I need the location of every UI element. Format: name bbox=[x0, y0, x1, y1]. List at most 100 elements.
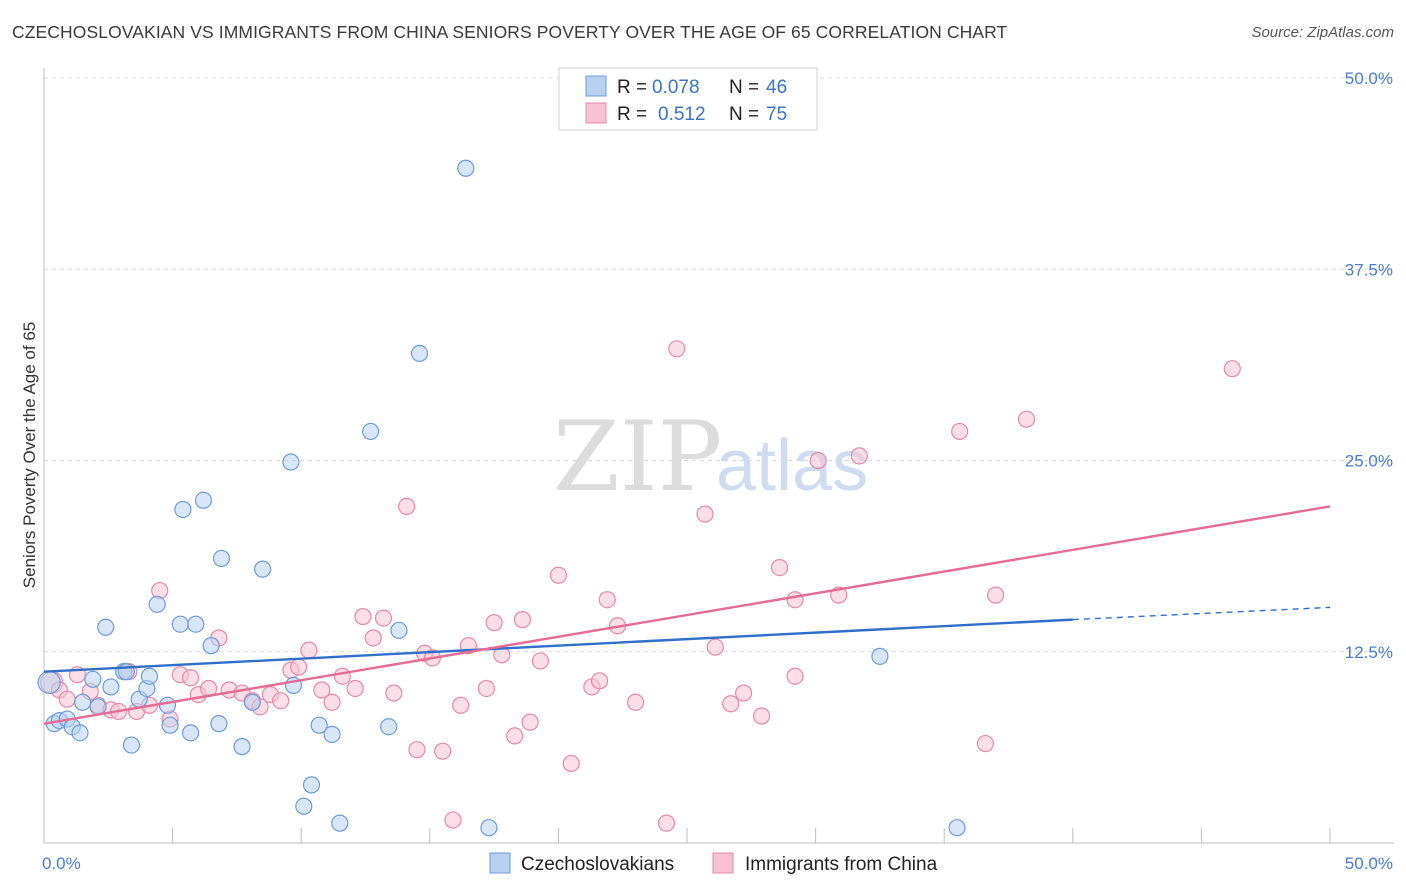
immigrants-china-point bbox=[626, 693, 645, 711]
czechoslovakians-point bbox=[182, 724, 200, 742]
y-axis-label: Seniors Poverty Over the Age of 65 bbox=[20, 322, 39, 588]
czechoslovakians-point bbox=[480, 819, 498, 837]
czechoslovakians-point bbox=[171, 615, 189, 633]
czechoslovakians-point bbox=[202, 637, 220, 655]
x-tick-label: 50.0% bbox=[1345, 854, 1393, 873]
immigrants-china-point bbox=[434, 742, 452, 760]
immigrants-china-point bbox=[696, 505, 714, 523]
czechoslovakians-point bbox=[948, 819, 966, 837]
immigrants-china-point bbox=[752, 707, 771, 725]
immigrants-china-point bbox=[549, 566, 568, 584]
immigrants-china-point bbox=[485, 614, 503, 632]
czechoslovakians-point bbox=[331, 814, 349, 832]
y-tick-label: 12.5% bbox=[1345, 643, 1393, 662]
trend-line-czechoslovakians-extension bbox=[1072, 606, 1331, 621]
czechoslovakians-point bbox=[158, 696, 177, 714]
immigrants-china-point bbox=[513, 611, 531, 629]
series-czechoslovakians-points bbox=[37, 159, 966, 837]
x-tick-labels: 0.0% 50.0% bbox=[42, 854, 1393, 873]
immigrants-china-point bbox=[346, 679, 364, 698]
czechoslovakians-point bbox=[871, 647, 889, 665]
czechoslovakians-point bbox=[323, 725, 341, 743]
immigrants-china-point bbox=[562, 754, 580, 773]
legend-swatch-blue bbox=[585, 75, 607, 97]
immigrants-china-point bbox=[598, 591, 616, 609]
czechoslovakians-point bbox=[254, 560, 272, 578]
immigrants-china-point bbox=[1017, 410, 1036, 428]
immigrants-china-point bbox=[58, 690, 76, 708]
legend: R = 0.078 N = 46 R = 0.512 N = 75 bbox=[558, 67, 818, 131]
legend-r-value-2: 0.512 bbox=[658, 104, 706, 125]
czechoslovakians-point bbox=[212, 549, 231, 568]
y-tick-label: 37.5% bbox=[1345, 260, 1393, 279]
trend-lines bbox=[43, 505, 1331, 725]
legend-n-value-1: 46 bbox=[766, 77, 787, 98]
czechoslovakians-point bbox=[102, 678, 120, 696]
axes bbox=[43, 68, 1394, 844]
immigrants-china-point bbox=[506, 727, 524, 745]
bottom-legend-swatch-blue bbox=[489, 852, 511, 874]
immigrants-china-point bbox=[850, 447, 868, 465]
czechoslovakians-point bbox=[457, 159, 475, 177]
immigrants-china-point bbox=[385, 684, 403, 702]
czechoslovakians-point bbox=[410, 344, 429, 362]
immigrants-china-point bbox=[300, 641, 318, 659]
immigrants-china-point bbox=[590, 672, 609, 690]
immigrants-china-point bbox=[323, 693, 341, 711]
immigrants-china-point bbox=[668, 340, 686, 358]
y-tick-labels: 12.5% 25.0% 37.5% 50.0% bbox=[1345, 69, 1393, 662]
immigrants-china-point bbox=[786, 591, 804, 609]
immigrants-china-point bbox=[313, 681, 331, 699]
immigrants-china-point bbox=[452, 696, 470, 714]
immigrants-china-point bbox=[987, 586, 1005, 604]
czechoslovakians-point bbox=[282, 453, 300, 471]
bottom-legend-swatch-pink bbox=[712, 852, 734, 874]
watermark-atlas: atlas bbox=[716, 426, 868, 506]
immigrants-china-point bbox=[290, 658, 308, 676]
czechoslovakians-point bbox=[295, 797, 313, 815]
immigrants-china-point bbox=[809, 451, 827, 470]
czechoslovakians-point bbox=[97, 618, 115, 636]
immigrants-china-point bbox=[531, 652, 549, 670]
czechoslovakians-point bbox=[37, 670, 61, 694]
bottom-legend: Czechoslovakians Immigrants from China bbox=[489, 852, 938, 875]
czechoslovakians-point bbox=[84, 670, 102, 688]
immigrants-china-point bbox=[521, 713, 539, 731]
czechoslovakians-point bbox=[71, 724, 89, 742]
immigrants-china-point bbox=[272, 692, 290, 710]
legend-n-value-2: 75 bbox=[766, 104, 787, 125]
immigrants-china-point bbox=[706, 638, 724, 656]
trend-line-czechoslovakians bbox=[43, 618, 1073, 673]
immigrants-china-point bbox=[976, 734, 994, 753]
czechoslovakians-point bbox=[233, 738, 251, 756]
immigrants-china-point bbox=[951, 422, 969, 441]
immigrants-china-point bbox=[408, 741, 426, 759]
immigrants-china-point bbox=[657, 814, 676, 832]
legend-swatch-pink bbox=[585, 102, 607, 124]
czechoslovakians-point bbox=[194, 491, 213, 509]
immigrants-china-point bbox=[734, 684, 753, 702]
immigrants-china-point bbox=[374, 609, 393, 627]
legend-r-label-1: R = bbox=[617, 77, 647, 98]
czechoslovakians-point bbox=[362, 422, 380, 441]
immigrants-china-point bbox=[333, 667, 351, 685]
immigrants-china-point bbox=[722, 695, 740, 713]
legend-n-label-2: N = bbox=[729, 104, 759, 125]
czechoslovakians-point bbox=[310, 716, 328, 734]
immigrants-china-point bbox=[398, 497, 416, 515]
czechoslovakians-point bbox=[302, 776, 321, 794]
watermark-zip: ZIP bbox=[553, 401, 722, 513]
watermark: ZIP atlas bbox=[553, 401, 868, 513]
immigrants-china-point bbox=[364, 629, 382, 647]
immigrants-china-point bbox=[444, 811, 462, 829]
bottom-legend-immigrants-china: Immigrants from China bbox=[745, 854, 938, 875]
legend-n-label-1: N = bbox=[729, 77, 759, 98]
czechoslovakians-point bbox=[174, 500, 192, 519]
legend-r-label-2: R = bbox=[617, 104, 647, 125]
immigrants-china-point bbox=[354, 607, 372, 626]
gridlines bbox=[44, 77, 1394, 653]
y-tick-label: 25.0% bbox=[1345, 452, 1393, 471]
czechoslovakians-point bbox=[73, 693, 92, 711]
immigrants-china-point bbox=[477, 679, 495, 698]
